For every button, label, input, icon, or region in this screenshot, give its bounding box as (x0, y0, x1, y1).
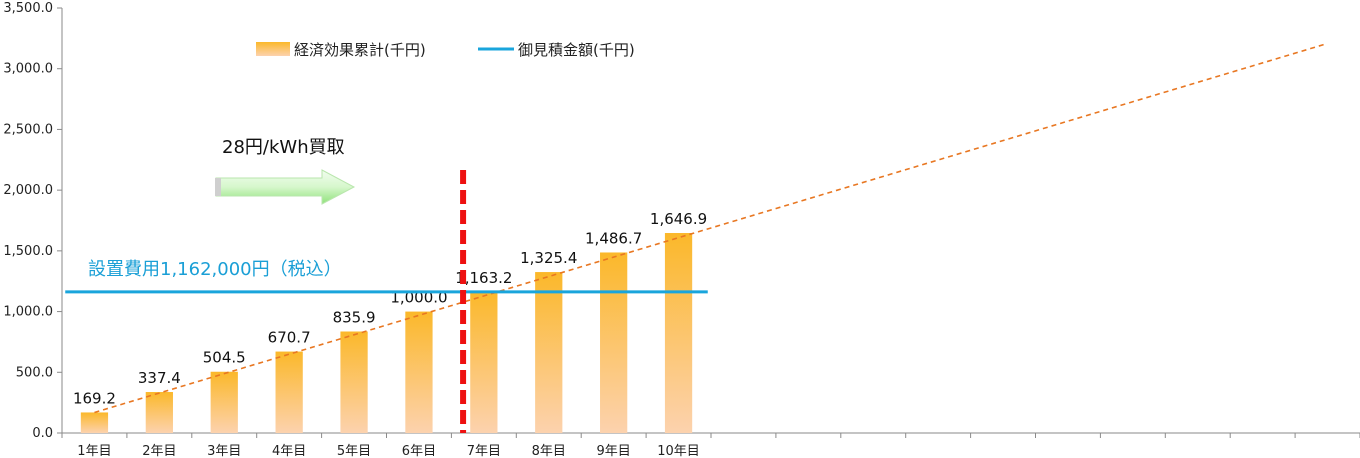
y-tick-label: 3,000.0 (3, 62, 53, 77)
bar (470, 291, 498, 433)
bar-data-label: 337.4 (138, 369, 181, 387)
y-tick-label: 3,500.0 (3, 1, 53, 16)
bar (275, 351, 303, 433)
arrow-tail-edge (215, 178, 221, 196)
x-tick-label: 10年目 (657, 444, 700, 458)
x-tick-label: 6年目 (402, 444, 436, 458)
legend-bar-label: 経済効果累計(千円) (294, 41, 426, 59)
bar-data-label: 1,646.9 (650, 210, 707, 228)
x-tick-label: 1年目 (77, 444, 111, 458)
bar-data-label: 169.2 (73, 389, 116, 407)
y-tick-label: 500.0 (16, 365, 53, 380)
trendline-group (94, 43, 1325, 414)
arrow-right-icon (215, 169, 356, 205)
y-tick-label: 0.0 (32, 426, 53, 441)
y-axis-ticks: 0.0 500.0 1,000.0 1,500.0 2,000.0 2,500.0 3,00… (3, 1, 62, 441)
bar (664, 233, 693, 433)
x-tick-label: 4年目 (272, 444, 306, 458)
bar (145, 392, 173, 433)
feed-in-label: 28円/kWh買取 (222, 137, 345, 158)
bar (600, 252, 628, 433)
x-tick-label: 2年目 (142, 444, 176, 458)
bar-series (80, 233, 693, 433)
trendline (94, 43, 1325, 414)
bar (340, 331, 368, 433)
y-tick-label: 2,000.0 (3, 183, 53, 198)
bar-data-label: 1,163.2 (455, 269, 512, 287)
bar-data-label: 1,486.7 (585, 229, 642, 247)
installation-cost-label: 設置費用1,162,000円（税込） (88, 259, 342, 280)
bar-data-labels: 169.2337.4504.5670.7835.91,000.01,163.21… (73, 210, 707, 407)
bar (210, 371, 238, 433)
axes (61, 8, 1360, 434)
feed-in-annotation: 28円/kWh買取 (215, 137, 356, 205)
legend-line-label: 御見積金額(千円) (518, 41, 635, 59)
bar-data-label: 670.7 (268, 329, 311, 347)
bar (405, 311, 433, 433)
bar-data-label: 1,325.4 (520, 249, 577, 267)
legend-bar-swatch (256, 42, 290, 56)
y-tick-label: 1,500.0 (3, 244, 53, 259)
bar-data-label: 504.5 (203, 349, 246, 367)
x-tick-label: 9年目 (597, 444, 631, 458)
legend: 経済効果累計(千円) 御見積金額(千円) (256, 41, 635, 59)
bar-data-label: 835.9 (333, 308, 376, 326)
bar (80, 412, 109, 433)
x-axis-ticks: 1年目 2年目 3年目 4年目 5年目 6年目 7年目 8年目 9年目 10年目 (61, 433, 1360, 458)
x-tick-label: 7年目 (467, 444, 501, 458)
x-tick-label: 5年目 (337, 444, 371, 458)
bar (535, 272, 563, 433)
y-tick-label: 1,000.0 (3, 305, 53, 320)
y-tick-label: 2,500.0 (3, 122, 53, 137)
x-tick-label: 8年目 (532, 444, 566, 458)
x-tick-label: 3年目 (207, 444, 241, 458)
